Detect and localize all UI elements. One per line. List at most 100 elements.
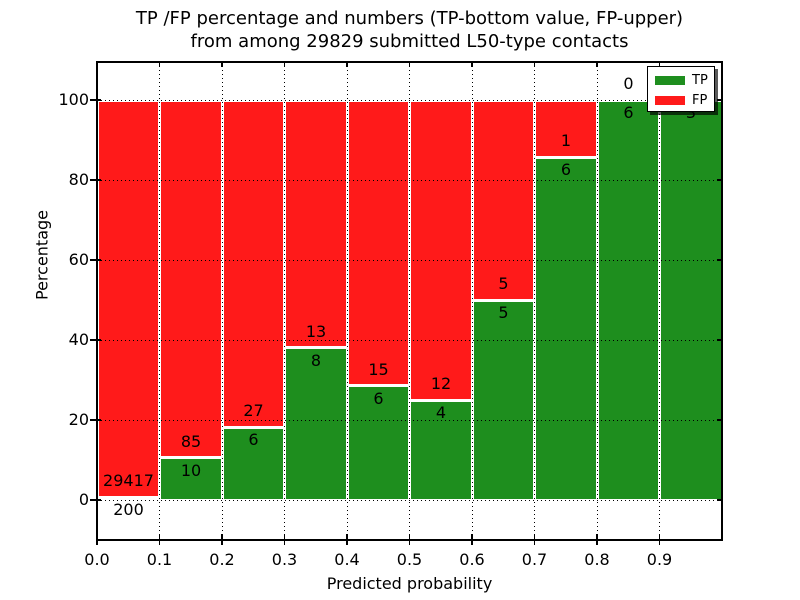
chart-title-line2: from among 29829 submitted L50-type cont…	[190, 31, 629, 52]
gridline-y	[97, 179, 722, 181]
bar-segment-tp	[597, 100, 660, 500]
fp-count-label: 12	[430, 374, 452, 393]
tick-mark-y	[90, 99, 101, 101]
legend-label-tp: TP	[692, 73, 708, 88]
tick-mark-y	[717, 419, 722, 421]
gridline-x	[471, 62, 473, 540]
tick-mark-x	[408, 62, 411, 67]
gridline-x	[659, 62, 660, 540]
tp-count-label: 6	[248, 430, 259, 450]
x-tick-label: 0.0	[84, 550, 110, 569]
bar-edge	[159, 456, 222, 460]
x-tick-label: 0.2	[209, 550, 235, 569]
tp-count-label: 6	[623, 103, 634, 122]
tp-count-label: 200	[113, 500, 144, 520]
tick-mark-x	[283, 62, 286, 67]
x-tick-label: 0.4	[334, 550, 360, 569]
fp-count-label: 27	[243, 401, 264, 421]
fp-count-label: 85	[180, 431, 202, 451]
bar-segment-fp	[472, 100, 535, 300]
tick-mark-x	[658, 62, 661, 67]
gridline-x	[409, 62, 410, 540]
y-tick-label: 0	[78, 490, 89, 509]
fp-count-label: 1	[560, 131, 572, 151]
tick-mark-x	[596, 62, 598, 67]
x-tick-label: 0.6	[459, 550, 485, 569]
x-tick-label: 0.5	[396, 550, 423, 569]
tp-count-label: 6	[560, 160, 572, 180]
bar-segment-tp	[472, 300, 535, 500]
bar-segment-fp	[409, 100, 472, 400]
tick-mark-y	[90, 179, 101, 181]
y-tick-label: 20	[68, 410, 89, 429]
tick-mark-y	[90, 499, 101, 501]
bar-segment-tp	[159, 457, 222, 500]
bar-edge	[222, 425, 285, 429]
tick-mark-y	[717, 99, 722, 101]
bar-segment-fp	[159, 100, 222, 458]
tick-mark-x	[471, 534, 473, 545]
right-spine	[721, 61, 723, 541]
x-tick-label: 0.9	[646, 550, 673, 569]
tick-mark-x	[221, 534, 223, 545]
gridline-x	[284, 62, 285, 540]
x-tick-label: 0.8	[584, 550, 610, 569]
tick-mark-x	[346, 534, 348, 545]
fp-count-label: 5	[498, 274, 509, 293]
bar-segment-fp	[222, 100, 285, 428]
tick-mark-y	[717, 259, 722, 261]
tick-mark-y	[90, 419, 101, 421]
tick-mark-x	[533, 62, 536, 67]
bar-edge	[409, 398, 472, 402]
bar-segment-tp	[347, 385, 410, 500]
bar-edge	[472, 298, 535, 302]
left-spine	[96, 61, 98, 541]
y-tick-label: 80	[68, 170, 89, 189]
tick-mark-y	[717, 499, 722, 501]
bar-segment-tp	[222, 427, 285, 500]
legend-item-fp: FP	[648, 92, 714, 110]
gridline-y	[97, 499, 722, 501]
tick-mark-x	[596, 534, 598, 545]
fp-count-label: 13	[305, 321, 327, 341]
tick-mark-x	[658, 534, 661, 545]
legend-label-fp: FP	[692, 93, 708, 108]
fp-color-swatch	[655, 96, 685, 105]
legend-item-tp: TP	[648, 72, 714, 90]
tick-mark-x	[158, 534, 161, 545]
tick-mark-y	[90, 259, 101, 261]
fp-count-label: 15	[368, 359, 389, 379]
gridline-y	[97, 259, 722, 261]
tick-mark-y	[717, 339, 722, 341]
x-tick-label: 0.3	[271, 550, 298, 569]
gridline-x	[159, 62, 160, 540]
x-tick-label: 0.7	[521, 550, 548, 569]
tp-count-label: 4	[435, 403, 447, 422]
tick-mark-x	[533, 534, 536, 545]
gridline-y	[97, 339, 722, 341]
tick-mark-x	[96, 534, 98, 545]
y-tick-label: 100	[58, 90, 89, 109]
x-tick-label: 0.1	[146, 550, 173, 569]
bar-edge	[284, 346, 347, 350]
tp-count-label: 10	[180, 460, 202, 480]
tp-count-label: 3	[685, 103, 697, 122]
bar-edge	[97, 495, 160, 499]
gridline-x	[596, 62, 598, 540]
legend: TP FP	[647, 66, 715, 112]
plot-area: Predicted probability Percentage TP FP 2…	[33, 61, 724, 593]
bar-edge	[534, 155, 597, 159]
bar-segment-fp	[284, 100, 347, 348]
bar-segment-tp	[284, 347, 347, 500]
tp-color-swatch	[655, 76, 685, 85]
tick-mark-x	[471, 62, 473, 67]
gridline-y	[97, 99, 722, 101]
bar-segment-fp	[347, 100, 410, 386]
bar-segment-tp	[409, 400, 472, 500]
tick-mark-x	[221, 62, 223, 67]
tick-mark-x	[158, 62, 161, 67]
chart-title-line1: TP /FP percentage and numbers (TP-bottom…	[135, 8, 684, 29]
y-tick-label: 40	[68, 330, 89, 349]
tp-count-label: 6	[373, 388, 384, 408]
